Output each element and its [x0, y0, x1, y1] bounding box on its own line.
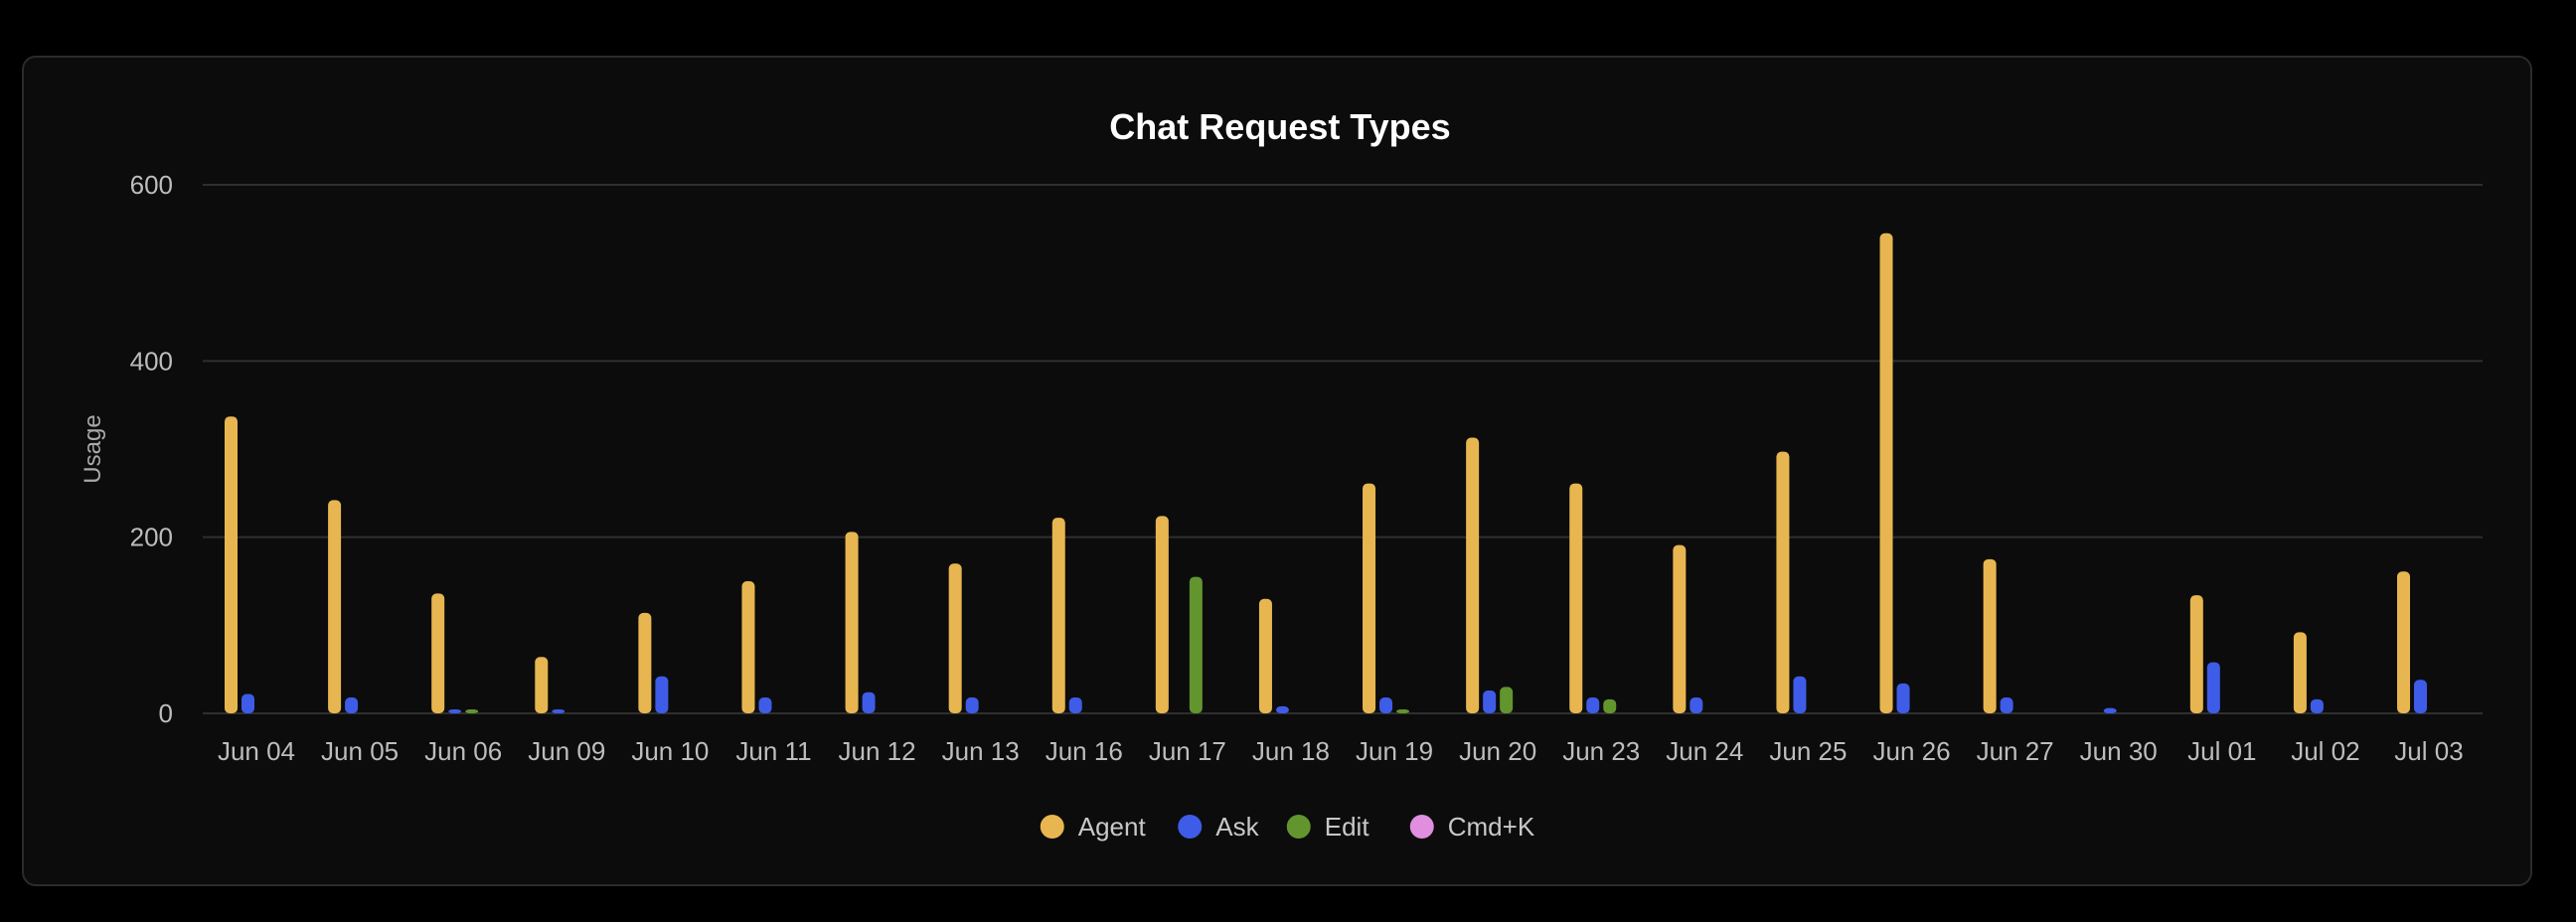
y-tick-label: 400: [130, 346, 173, 376]
legend: Agent Ask Edit Cmd+K: [1040, 812, 1535, 842]
bar-agent-jun-19[interactable]: [1363, 483, 1376, 713]
legend-swatch: [1178, 815, 1203, 839]
bar-ask-jun-13[interactable]: [965, 697, 979, 713]
bar-ask-jun-18[interactable]: [1275, 705, 1289, 713]
bar-edit-jun-06[interactable]: [465, 709, 479, 713]
x-tick-labels: Jun 04 Jun 05 Jun 06 Jun 09 Jun 10 Jun 11 Jun …: [218, 736, 2464, 766]
x-tick-label: Jun 12: [839, 736, 916, 766]
legend-label: Edit: [1325, 812, 1370, 842]
bar-agent-jun-25[interactable]: [1776, 451, 1790, 713]
y-tick-label: 0: [159, 698, 173, 728]
bar-ask-jun-20[interactable]: [1483, 690, 1497, 713]
chart-title: Chat Request Types: [1109, 106, 1450, 147]
bar-agent-jun-04[interactable]: [225, 416, 238, 713]
x-tick-label: Jun 09: [528, 736, 605, 766]
bar-ask-jun-30[interactable]: [2103, 707, 2117, 713]
bar-ask-jun-10[interactable]: [655, 676, 669, 713]
bar-ask-jun-23[interactable]: [1586, 697, 1600, 713]
x-tick-label: Jun 27: [1977, 736, 2054, 766]
bar-agent-jun-26[interactable]: [1879, 232, 1893, 713]
bar-ask-jun-12[interactable]: [862, 692, 876, 713]
bar-ask-jul-03[interactable]: [2414, 680, 2427, 713]
bar-agent-jul-03[interactable]: [2397, 571, 2410, 713]
bar-agent-jul-01[interactable]: [2189, 595, 2203, 713]
bar-edit-jun-20[interactable]: [1500, 687, 1514, 713]
bar-agent-jun-09[interactable]: [535, 657, 549, 713]
y-tick-labels: 0 200 400 600: [130, 170, 173, 728]
legend-label: Agent: [1078, 812, 1147, 842]
bar-agent-jun-20[interactable]: [1466, 437, 1480, 713]
x-tick-label: Jun 11: [735, 736, 811, 766]
bar-ask-jul-01[interactable]: [2206, 662, 2220, 713]
x-tick-label: Jun 24: [1666, 736, 1743, 766]
x-tick-label: Jun 30: [2080, 736, 2158, 766]
legend-swatch: [1409, 815, 1434, 839]
bar-ask-jun-24[interactable]: [1690, 697, 1703, 713]
x-tick-label: Jun 04: [218, 736, 295, 766]
bar-agent-jun-27[interactable]: [1983, 558, 1997, 713]
x-tick-label: Jun 25: [1769, 736, 1847, 766]
chart-card: Chat Request Types Usage 0 200 400 600 Jun …: [22, 56, 2532, 886]
bar-agent-jun-23[interactable]: [1569, 483, 1583, 713]
legend-item-edit[interactable]: Edit: [1286, 812, 1370, 842]
bar-agent-jun-11[interactable]: [741, 581, 755, 713]
bar-agent-jun-12[interactable]: [845, 532, 859, 713]
bar-edit-jun-19[interactable]: [1396, 709, 1410, 713]
x-tick-label: Jun 10: [631, 736, 709, 766]
bar-agent-jul-02[interactable]: [2293, 632, 2307, 713]
x-tick-label: Jun 16: [1046, 736, 1123, 766]
chart-svg: Chat Request Types Usage 0 200 400 600 Jun …: [80, 106, 2483, 842]
bar-agent-jun-05[interactable]: [328, 500, 342, 713]
legend-swatch: [1040, 815, 1064, 839]
bar-ask-jun-25[interactable]: [1793, 676, 1807, 713]
bars: [225, 232, 2427, 713]
x-tick-label: Jun 17: [1149, 736, 1226, 766]
x-tick-label: Jul 01: [2187, 736, 2256, 766]
grid-lines: [203, 184, 2483, 714]
legend-label: Ask: [1215, 812, 1259, 842]
bar-ask-jul-02[interactable]: [2310, 698, 2324, 713]
bar-agent-jun-24[interactable]: [1673, 544, 1687, 713]
x-tick-label: Jul 03: [2394, 736, 2463, 766]
x-tick-label: Jun 19: [1356, 736, 1433, 766]
bar-agent-jun-13[interactable]: [948, 563, 962, 713]
bar-agent-jun-17[interactable]: [1155, 516, 1169, 713]
x-tick-label: Jun 13: [942, 736, 1020, 766]
bar-ask-jun-04[interactable]: [242, 693, 254, 713]
x-tick-label: Jul 02: [2291, 736, 2359, 766]
bar-ask-jun-27[interactable]: [2000, 697, 2013, 713]
bar-agent-jun-06[interactable]: [431, 593, 445, 713]
x-tick-label: Jun 23: [1562, 736, 1640, 766]
bar-ask-jun-05[interactable]: [345, 697, 359, 713]
bar-ask-jun-26[interactable]: [1896, 683, 1910, 713]
bar-agent-jun-18[interactable]: [1258, 598, 1272, 713]
bar-agent-jun-10[interactable]: [638, 612, 652, 713]
legend-swatch: [1286, 815, 1311, 839]
bar-edit-jun-23[interactable]: [1603, 698, 1617, 713]
bar-ask-jun-16[interactable]: [1068, 697, 1082, 713]
legend-item-cmd-k[interactable]: Cmd+K: [1409, 812, 1535, 842]
y-axis-label: Usage: [80, 414, 106, 483]
x-tick-label: Jun 06: [424, 736, 502, 766]
bar-ask-jun-19[interactable]: [1379, 697, 1393, 713]
bar-ask-jun-06[interactable]: [448, 709, 462, 713]
bar-ask-jun-11[interactable]: [758, 697, 772, 713]
y-tick-label: 200: [130, 523, 173, 552]
legend-item-ask[interactable]: Ask: [1178, 812, 1260, 842]
x-tick-label: Jun 20: [1459, 736, 1536, 766]
legend-label: Cmd+K: [1448, 812, 1535, 842]
bar-edit-jun-17[interactable]: [1189, 576, 1203, 713]
bar-agent-jun-16[interactable]: [1051, 518, 1065, 713]
x-tick-label: Jun 05: [321, 736, 399, 766]
x-tick-label: Jun 26: [1872, 736, 1950, 766]
y-tick-label: 600: [130, 170, 173, 200]
legend-item-agent[interactable]: Agent: [1040, 812, 1147, 842]
bar-ask-jun-09[interactable]: [552, 709, 565, 713]
x-tick-label: Jun 18: [1252, 736, 1330, 766]
